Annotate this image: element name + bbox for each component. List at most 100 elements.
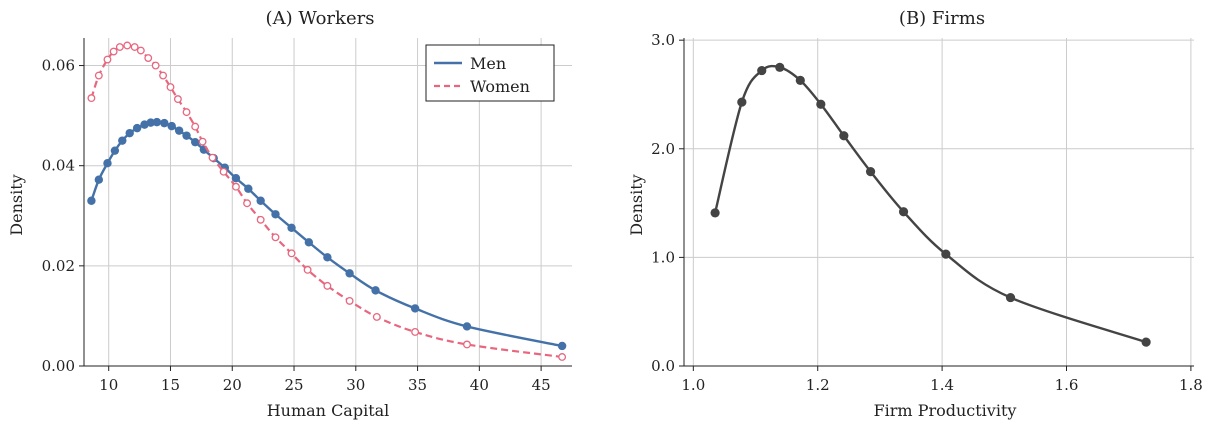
data-point (737, 97, 747, 107)
panel-b-title: (B) Firms (899, 8, 985, 29)
x-tick-label: 30 (346, 376, 365, 394)
y-tick-label: 0.04 (42, 157, 75, 175)
panel-a-series (87, 41, 567, 361)
data-point (94, 175, 104, 184)
data-point (232, 182, 240, 191)
data-point (557, 341, 567, 351)
data-point (411, 327, 420, 336)
data-point (87, 196, 96, 205)
panel-a-title: (A) Workers (266, 8, 375, 29)
data-point (208, 153, 217, 162)
data-point (146, 118, 155, 127)
data-point (462, 322, 472, 331)
data-point (110, 146, 120, 155)
data-point (198, 137, 207, 146)
data-point (371, 286, 380, 295)
data-point (115, 43, 124, 51)
data-point (710, 208, 720, 218)
data-point (174, 126, 184, 135)
data-point (191, 122, 200, 131)
panel-workers: (A) Workers 10 15 20 25 30 35 40 45 0.00 0.02 0.04… (7, 8, 572, 420)
data-point (287, 223, 296, 232)
data-point (167, 121, 176, 131)
panel-a-ylabel: Density (7, 174, 26, 235)
series-line-0 (713, 64, 1147, 344)
data-point (109, 47, 118, 56)
x-tick-label: 15 (161, 376, 180, 394)
data-point (898, 207, 909, 217)
legend-box (425, 44, 555, 102)
y-tick-label: 0.02 (42, 257, 75, 275)
x-tick-label: 25 (284, 376, 303, 394)
x-tick-label: 45 (532, 376, 551, 394)
series-line-men (90, 120, 563, 348)
data-point (256, 196, 265, 205)
data-point (345, 296, 354, 305)
x-tick-label: 35 (408, 376, 427, 394)
data-point (941, 249, 951, 259)
x-tick-label: 1.4 (930, 376, 954, 394)
data-point (118, 136, 127, 145)
data-point (271, 233, 280, 242)
y-tick-label: 3.0 (651, 31, 675, 49)
x-tick-label: 10 (99, 376, 118, 394)
data-point (323, 253, 332, 262)
data-point (303, 265, 312, 274)
data-point (182, 108, 191, 117)
legend-women-label: Women (470, 77, 530, 96)
data-point (123, 41, 132, 50)
data-point (1141, 337, 1151, 347)
data-point (231, 174, 241, 183)
data-point (152, 117, 162, 127)
data-point (94, 71, 103, 80)
data-point (304, 238, 314, 247)
data-point (1005, 292, 1016, 303)
data-point (775, 62, 785, 72)
data-point (839, 131, 849, 141)
data-point (463, 340, 471, 349)
y-tick-label: 1.0 (651, 248, 675, 266)
x-tick-label: 1.6 (1055, 376, 1079, 394)
data-point (345, 269, 354, 278)
x-tick-label: 1.2 (806, 376, 830, 394)
data-point (159, 71, 168, 80)
data-point (558, 353, 567, 361)
data-point (244, 184, 253, 193)
data-point (160, 118, 169, 128)
y-tick-label: 0.00 (42, 357, 75, 375)
data-point (219, 167, 228, 176)
panel-b-axes (683, 38, 1194, 367)
x-tick-label: 40 (470, 376, 489, 394)
data-point (243, 199, 252, 208)
data-point (410, 304, 420, 313)
data-point (816, 99, 826, 109)
data-point (103, 158, 112, 168)
legend: Men Women (425, 44, 555, 102)
panel-b-ticks: 1.0 1.2 1.4 1.6 1.8 0.0 1.0 2.0 3.0 (651, 31, 1203, 394)
panel-b-ylabel: Density (627, 174, 646, 235)
data-point (136, 46, 145, 55)
data-point (256, 215, 265, 224)
data-point (151, 61, 160, 70)
data-point (323, 281, 332, 290)
x-tick-label: 1.0 (681, 376, 705, 394)
x-tick-label: 20 (223, 376, 242, 394)
data-point (287, 249, 296, 258)
data-point (166, 83, 175, 92)
data-point (132, 123, 142, 133)
data-point (87, 94, 96, 103)
data-point (144, 54, 153, 62)
y-tick-label: 0.06 (42, 57, 75, 75)
x-tick-label: 1.8 (1179, 376, 1203, 394)
data-point (130, 43, 139, 51)
y-tick-label: 0.0 (651, 357, 675, 375)
panel-a-axes (83, 38, 572, 367)
data-point (103, 55, 112, 64)
data-point (795, 75, 805, 85)
y-tick-label: 2.0 (651, 140, 675, 158)
data-point (125, 128, 134, 138)
legend-men-label: Men (470, 54, 506, 73)
data-point (865, 166, 876, 177)
data-point (182, 131, 191, 140)
